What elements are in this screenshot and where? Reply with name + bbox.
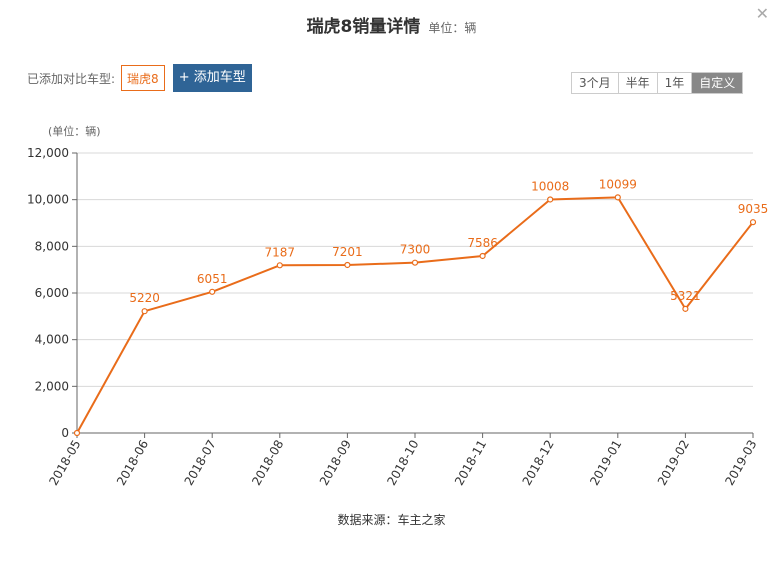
data-point [547, 196, 554, 203]
x-tick-label: 2018-09 [317, 438, 354, 488]
data-point [749, 219, 757, 226]
data-point [141, 308, 148, 315]
data-point [73, 429, 81, 437]
title-unit: 单位：辆 [428, 21, 477, 35]
data-label: 7300 [400, 243, 431, 257]
chart-title-bar: 瑞虎8销量详情 单位：辆 [0, 12, 783, 37]
range-1-year[interactable]: 1年 [656, 73, 692, 93]
compare-row: 已添加对比车型: 瑞虎8 + 添加车型 [27, 64, 252, 92]
data-label: 6051 [197, 272, 228, 286]
x-tick-label: 2018-10 [384, 438, 421, 488]
x-tick-label: 2019-03 [722, 438, 759, 488]
data-label: 7586 [467, 236, 498, 250]
axis-unit-label: (单位：辆) [48, 125, 101, 138]
range-selector: 3个月 半年 1年 自定义 [571, 72, 744, 94]
y-tick-label: 4,000 [35, 333, 69, 347]
y-tick-label: 12,000 [27, 146, 69, 160]
data-label: 7187 [265, 245, 296, 259]
y-tick-label: 0 [61, 426, 69, 440]
x-tick-label: 2018-08 [249, 438, 286, 488]
data-label: 7201 [332, 245, 363, 259]
data-label: 5220 [129, 291, 160, 305]
data-point [682, 305, 689, 312]
page-title: 瑞虎8销量详情 [306, 17, 421, 37]
compare-label: 已添加对比车型: [27, 71, 116, 86]
x-tick-label: 2018-12 [520, 438, 557, 488]
data-point [276, 262, 283, 269]
x-tick-label: 2018-07 [182, 438, 219, 488]
range-half-year[interactable]: 半年 [617, 73, 657, 93]
add-model-button[interactable]: + 添加车型 [172, 64, 252, 92]
data-point [209, 288, 216, 295]
x-tick-label: 2019-01 [587, 438, 624, 488]
y-tick-label: 2,000 [35, 379, 69, 393]
data-label: 5321 [670, 289, 701, 303]
data-label: 10099 [599, 177, 637, 191]
data-point [344, 261, 351, 269]
range-3-months[interactable]: 3个月 [579, 76, 611, 90]
data-source: 数据来源：车主之家 [337, 513, 446, 527]
data-point [411, 259, 419, 266]
model-tag[interactable]: 瑞虎8 [121, 65, 165, 91]
x-tick-label: 2018-11 [452, 437, 489, 487]
y-tick-label: 10,000 [27, 193, 69, 207]
data-point [614, 194, 621, 201]
close-icon[interactable]: ✕ [755, 4, 769, 23]
range-custom[interactable]: 自定义 [691, 73, 743, 93]
data-point [479, 252, 486, 260]
x-tick-label: 2018-05 [46, 438, 83, 488]
y-tick-label: 8,000 [35, 239, 69, 253]
data-label: 10008 [531, 179, 569, 193]
x-tick-label: 2019-02 [655, 438, 692, 488]
x-tick-label: 2018-06 [114, 438, 151, 488]
series-line [76, 196, 754, 434]
y-tick-label: 6,000 [35, 286, 69, 300]
data-label: 9035 [738, 202, 769, 216]
